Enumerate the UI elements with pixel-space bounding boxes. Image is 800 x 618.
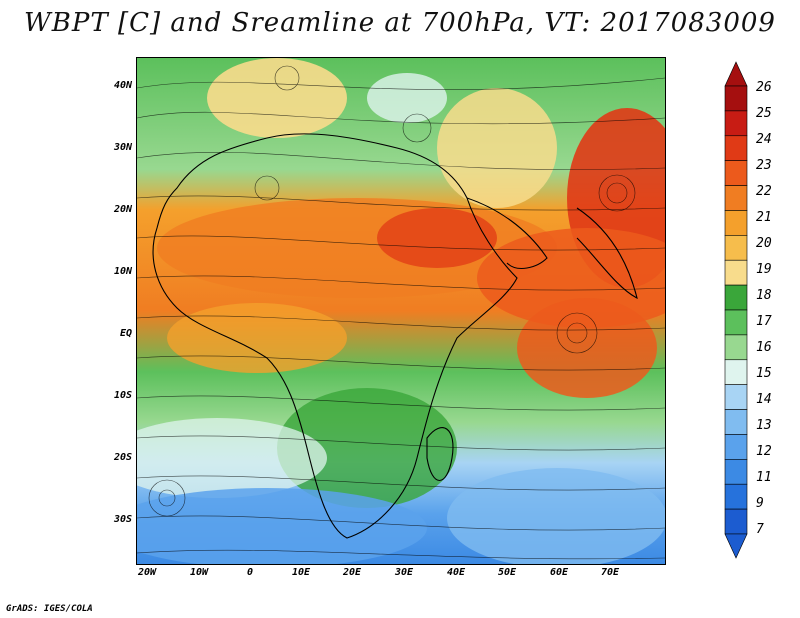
legend-swatch xyxy=(724,210,748,236)
legend-arrow-bottom xyxy=(724,533,748,559)
legend-label: 18 xyxy=(756,288,772,303)
y-tick-label: 30N xyxy=(113,142,132,153)
legend-label: 17 xyxy=(756,314,772,329)
legend-label: 26 xyxy=(756,80,772,95)
legend-label: 21 xyxy=(756,210,772,225)
hot-patch-ocean xyxy=(517,298,657,398)
legend-swatch xyxy=(724,284,748,311)
y-tick-label: 20N xyxy=(113,204,132,215)
legend-label: 25 xyxy=(756,106,772,121)
legend-swatch xyxy=(724,434,748,460)
map-title: WBPT [C] and Sreamline at 700hPa, VT: 20… xyxy=(24,8,776,38)
legend-swatches xyxy=(724,61,748,559)
warm-patch-atlantic xyxy=(167,303,347,373)
legend-label: 22 xyxy=(756,184,772,199)
x-tick-label: 50E xyxy=(497,567,517,578)
legend-swatch xyxy=(724,459,748,485)
y-tick-label: EQ xyxy=(119,328,132,339)
x-tick-label: 10W xyxy=(189,567,209,578)
y-tick-label: 20S xyxy=(113,452,132,463)
legend-swatch xyxy=(724,185,748,211)
legend-label: 14 xyxy=(756,392,772,407)
legend-label: 15 xyxy=(756,366,772,381)
legend-swatch xyxy=(724,384,748,410)
x-tick-label: 60E xyxy=(549,567,569,578)
legend-label: 16 xyxy=(756,340,772,355)
warm-patch xyxy=(437,88,557,208)
legend-swatch xyxy=(724,483,748,510)
x-tick-label: 40E xyxy=(446,567,466,578)
legend-swatch xyxy=(724,334,748,361)
legend-swatch xyxy=(724,259,748,286)
y-tick-label: 10S xyxy=(113,390,132,401)
hot-core xyxy=(377,208,497,268)
x-tick-label: 20E xyxy=(342,567,362,578)
legend-label: 12 xyxy=(756,444,772,459)
legend-label: 23 xyxy=(756,158,772,173)
color-legend xyxy=(724,61,748,559)
cool-patch xyxy=(367,73,447,123)
green-patch-south-africa xyxy=(277,388,457,508)
grads-credit: GrADS: IGES/COLA xyxy=(6,604,93,614)
cold-patch-south-atlantic xyxy=(137,488,427,564)
legend-label: 13 xyxy=(756,418,772,433)
x-tick-label: 0 xyxy=(246,567,254,578)
legend-swatch xyxy=(724,235,748,261)
legend-arrow-top xyxy=(724,61,748,87)
legend-label: 11 xyxy=(756,470,772,485)
x-tick-label: 30E xyxy=(394,567,414,578)
hot-band-east xyxy=(477,228,665,328)
y-tick-label: 40N xyxy=(113,80,132,91)
legend-swatch xyxy=(724,508,748,535)
legend-label: 19 xyxy=(756,262,772,277)
legend-swatch xyxy=(724,135,748,161)
legend-swatch xyxy=(724,409,748,435)
x-tick-label: 10E xyxy=(291,567,311,578)
legend-swatch xyxy=(724,359,748,385)
legend-label: 20 xyxy=(756,236,772,251)
cold-patch-indian-ocean xyxy=(447,468,665,564)
legend-swatch xyxy=(724,160,748,186)
warm-patch xyxy=(207,58,347,138)
x-tick-label: 70E xyxy=(600,567,620,578)
x-tick-label: 20W xyxy=(137,567,157,578)
legend-label: 24 xyxy=(756,132,772,147)
legend-swatch xyxy=(724,309,748,336)
legend-swatch xyxy=(724,85,748,112)
weather-map-canvas xyxy=(137,58,665,564)
map-plot-area xyxy=(136,57,666,565)
y-tick-label: 30S xyxy=(113,514,132,525)
legend-label: 7 xyxy=(756,522,764,537)
coastlines xyxy=(152,133,638,539)
legend-swatch xyxy=(724,110,748,137)
legend-label: 9 xyxy=(756,496,764,511)
y-tick-label: 10N xyxy=(113,266,132,277)
streamlines xyxy=(137,65,665,560)
